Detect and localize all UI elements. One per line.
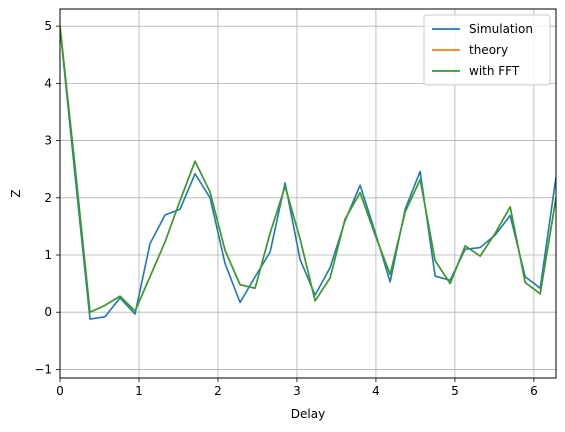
y-tick-label: −1 bbox=[34, 362, 52, 376]
legend-label: with FFT bbox=[469, 64, 520, 78]
x-axis-label: Delay bbox=[291, 407, 325, 421]
y-axis-label: Z bbox=[9, 189, 23, 197]
y-tick-label: 3 bbox=[44, 134, 52, 148]
legend-label: Simulation bbox=[469, 22, 533, 36]
x-tick-label: 2 bbox=[214, 384, 222, 398]
x-tick-label: 0 bbox=[56, 384, 64, 398]
x-tick-label: 1 bbox=[135, 384, 143, 398]
legend: Simulation theory with FFT bbox=[424, 15, 550, 85]
x-tick-label: 3 bbox=[293, 384, 301, 398]
x-tick-label: 4 bbox=[372, 384, 380, 398]
x-tick-label: 6 bbox=[530, 384, 538, 398]
y-tick-label: 5 bbox=[44, 19, 52, 33]
y-tick-label: 4 bbox=[44, 76, 52, 90]
y-tick-label: 2 bbox=[44, 191, 52, 205]
x-tick-label: 5 bbox=[451, 384, 459, 398]
y-tick-label: 0 bbox=[44, 305, 52, 319]
legend-label: theory bbox=[469, 43, 508, 57]
y-tick-label: 1 bbox=[44, 248, 52, 262]
